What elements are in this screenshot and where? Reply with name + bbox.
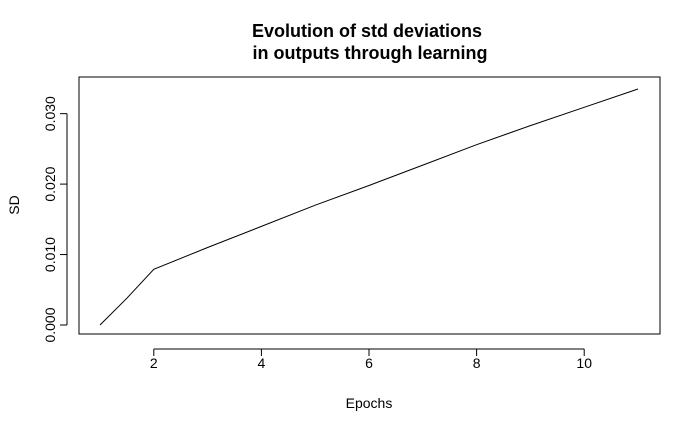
x-axis: 2 4 6 8 10 bbox=[150, 348, 592, 371]
x-tick-label: 8 bbox=[473, 355, 481, 371]
series-line bbox=[99, 88, 639, 326]
x-axis-label: Epochs bbox=[346, 395, 393, 411]
y-axis-label: SD bbox=[6, 195, 22, 214]
plot-frame bbox=[78, 76, 661, 335]
y-tick-label: 0.030 bbox=[42, 96, 58, 131]
y-tick-label: 0.010 bbox=[42, 237, 58, 272]
y-axis: 0.000 0.010 0.020 0.030 bbox=[42, 96, 68, 343]
x-tick-label: 10 bbox=[576, 355, 592, 371]
x-tick-label: 2 bbox=[150, 355, 158, 371]
y-tick-label: 0.000 bbox=[42, 307, 58, 342]
x-tick-label: 6 bbox=[365, 355, 373, 371]
y-tick-label: 0.020 bbox=[42, 166, 58, 201]
series bbox=[99, 88, 639, 326]
x-tick-label: 4 bbox=[258, 355, 266, 371]
chart-subtitle: in outputs through learning bbox=[253, 43, 488, 63]
chart-title: Evolution of std deviations bbox=[252, 21, 482, 41]
